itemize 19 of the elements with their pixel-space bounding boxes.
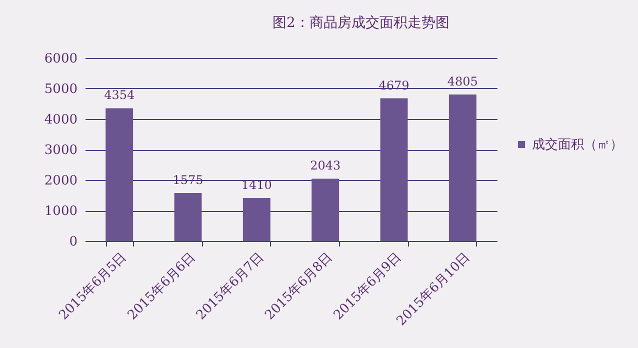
bar bbox=[448, 94, 476, 241]
y-tick-label: 3000 bbox=[44, 143, 78, 158]
legend-label: 成交面积（㎡） bbox=[532, 136, 623, 152]
bar bbox=[312, 178, 340, 241]
bar bbox=[106, 108, 134, 241]
y-tick-label: 0 bbox=[69, 234, 78, 250]
bar bbox=[380, 98, 408, 241]
data-label: 2043 bbox=[310, 158, 341, 173]
y-tick-label: 4000 bbox=[44, 112, 78, 128]
bar bbox=[242, 198, 270, 241]
data-label: 4354 bbox=[104, 88, 135, 102]
y-tick-label: 5000 bbox=[44, 82, 78, 97]
data-label: 1410 bbox=[241, 178, 272, 192]
y-tick-label: 6000 bbox=[44, 52, 78, 66]
chart-title: 图2：商品房成交面积走势图 bbox=[272, 15, 450, 31]
data-label: 4805 bbox=[447, 74, 478, 88]
bar bbox=[174, 192, 202, 241]
y-tick-label: 2000 bbox=[44, 174, 78, 188]
y-tick-label: 1000 bbox=[44, 204, 78, 219]
